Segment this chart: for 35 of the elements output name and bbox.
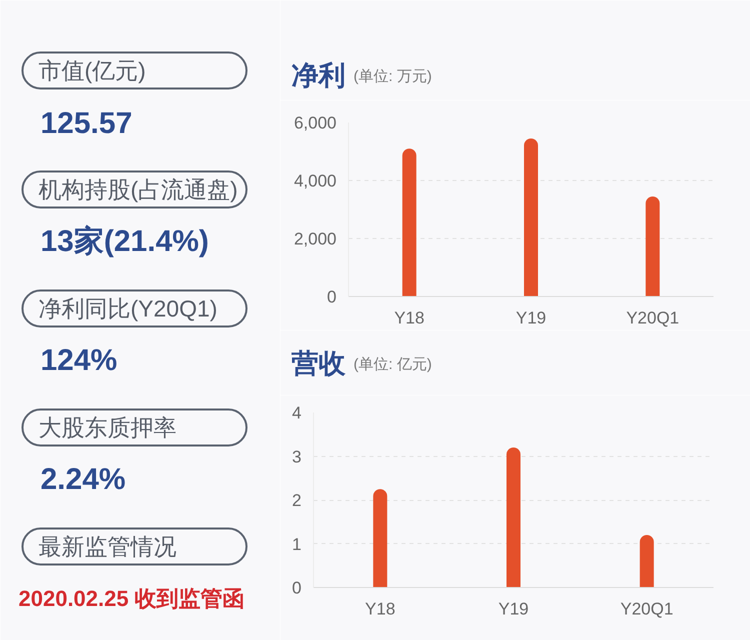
x-tick-label: Y19 (516, 308, 546, 328)
bar (646, 196, 660, 296)
bar (402, 148, 416, 296)
text: 净利同比(Y20Q1) (38, 296, 218, 322)
text: 最新监管情况 (38, 534, 176, 560)
bar (506, 448, 520, 588)
y-tick-label: 0 (292, 578, 302, 598)
y-tick-label: 0 (327, 288, 337, 306)
y-tick-label: 4,000 (294, 172, 337, 190)
x-tick-label: Y18 (394, 308, 424, 328)
bar (640, 535, 654, 588)
chart-subtitle: (单位: 万元) (354, 68, 432, 85)
chart-title: 净利 (292, 60, 346, 90)
text: 2.24% (40, 463, 126, 496)
bar (524, 138, 538, 296)
text: 大股东质押率 (38, 414, 176, 440)
x-tick-label: Y20Q1 (626, 308, 680, 328)
y-tick-label: 2 (292, 491, 302, 510)
chart-title: 营收 (290, 348, 346, 378)
text: 机构持股(占流通盘) (38, 176, 238, 202)
text: 125.57 (40, 107, 132, 140)
x-tick-label: Y20Q1 (620, 600, 674, 618)
y-tick-label: 6,000 (294, 114, 337, 132)
y-tick-label: 3 (292, 447, 302, 466)
y-tick-label: 2,000 (294, 230, 337, 248)
text: 2020.02.25 收到监管函 (18, 586, 245, 611)
y-tick-label: 1 (292, 534, 302, 554)
text: 124% (40, 344, 118, 377)
text: 13家(21.4%) (40, 224, 209, 258)
y-tick-label: 4 (292, 404, 302, 422)
chart-subtitle: (单位: 亿元) (354, 356, 432, 373)
x-tick-label: Y19 (498, 600, 529, 618)
text: 市值(亿元) (38, 58, 146, 84)
bar (373, 489, 388, 588)
x-tick-label: Y18 (365, 600, 396, 618)
